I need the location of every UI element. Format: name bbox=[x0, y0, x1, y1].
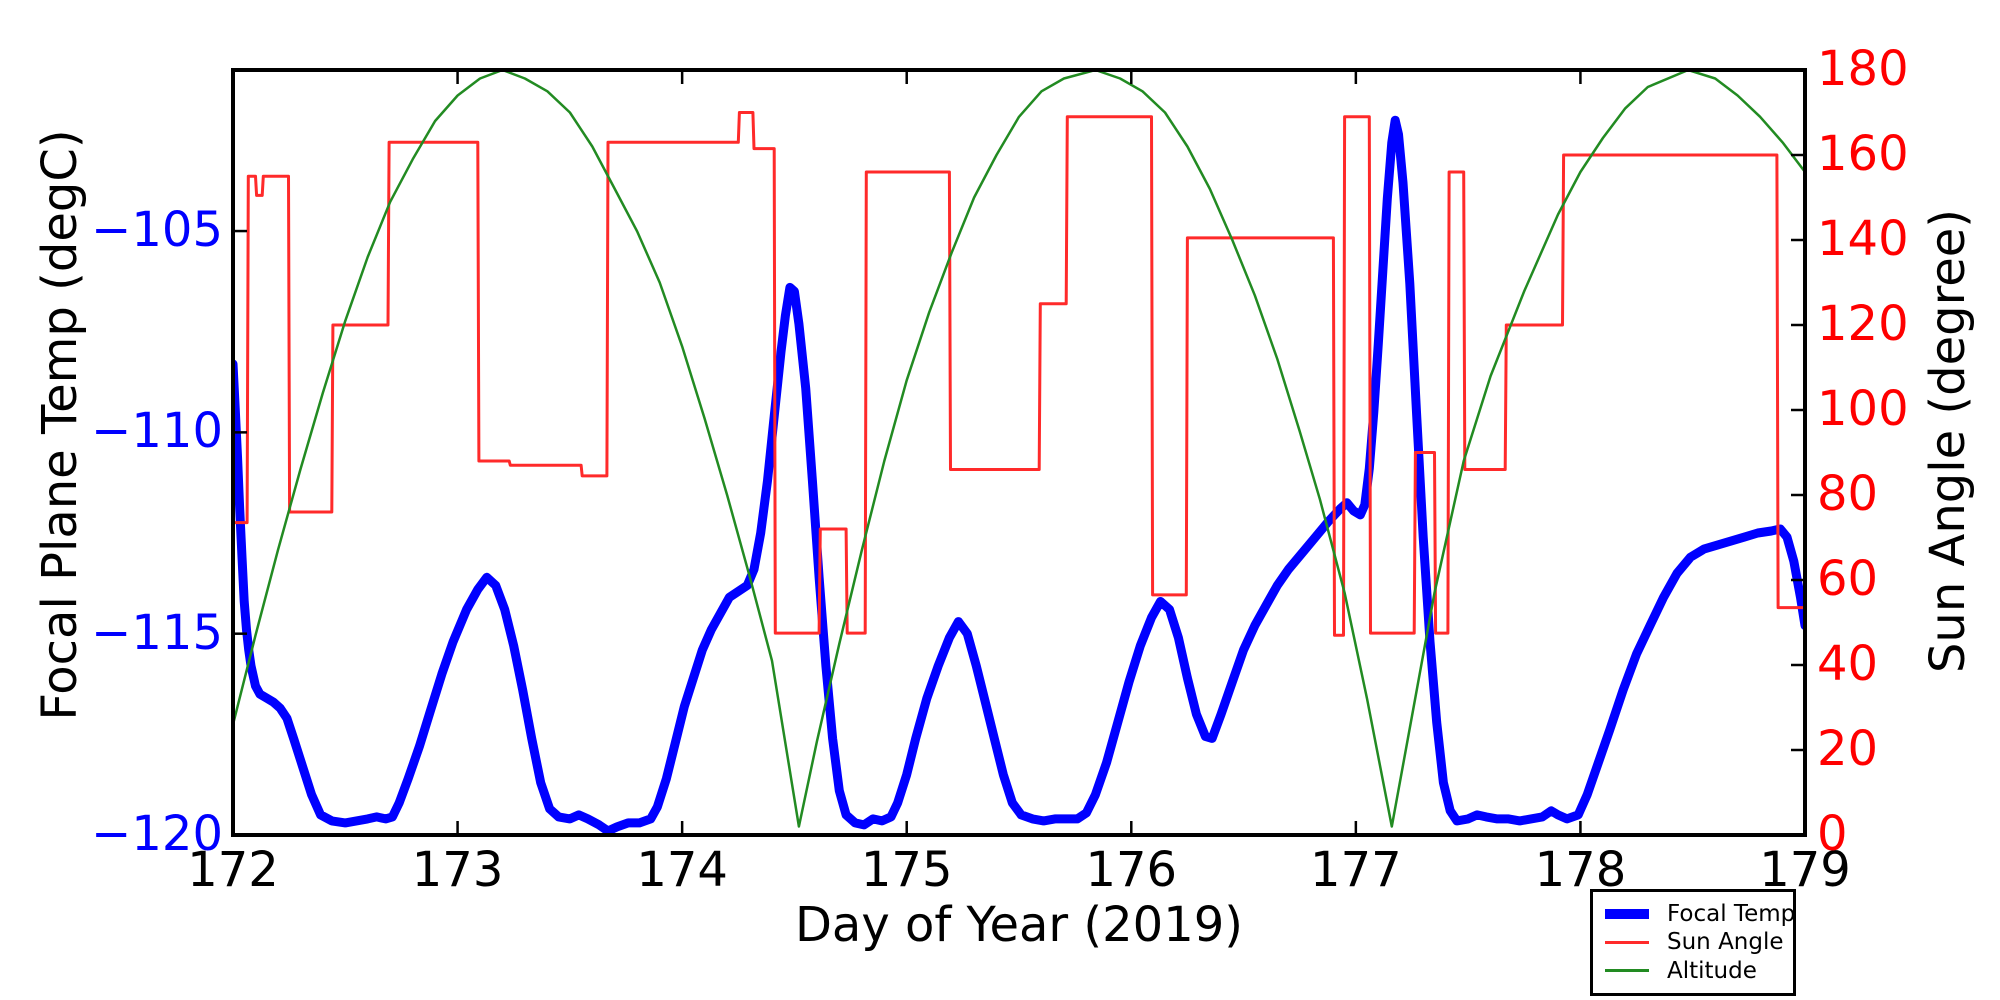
sun-angle-line-sample bbox=[1605, 940, 1649, 944]
legend-label: Altitude bbox=[1667, 957, 1757, 984]
y-right-tick-label: 140 bbox=[1817, 211, 1909, 267]
y-right-tick-label: 60 bbox=[1817, 551, 1879, 607]
y-right-tick-label: 80 bbox=[1817, 466, 1879, 522]
y-left-tick-label: −115 bbox=[91, 604, 223, 661]
altitude-line-sample bbox=[1605, 969, 1649, 973]
x-tick-label: 177 bbox=[1310, 842, 1402, 898]
y-right-tick-label: 20 bbox=[1817, 721, 1879, 777]
x-tick-label: 176 bbox=[1085, 842, 1178, 898]
plot-frame bbox=[231, 68, 1807, 837]
sun-angle-line bbox=[233, 111, 1805, 637]
x-tick-label: 179 bbox=[1759, 842, 1851, 898]
x-tick-label: 178 bbox=[1534, 842, 1627, 898]
x-tick-label: 175 bbox=[860, 842, 953, 898]
y-right-tick-label: 160 bbox=[1817, 126, 1909, 182]
focal-temp-line bbox=[233, 115, 1805, 835]
y-right-tick-label: 100 bbox=[1817, 381, 1909, 437]
legend-label: Focal Temp bbox=[1667, 901, 1796, 928]
y-left-tick-label: −120 bbox=[91, 806, 223, 862]
x-tick-label: 173 bbox=[411, 842, 504, 898]
legend-label: Sun Angle bbox=[1667, 929, 1784, 956]
x-tick-label: 174 bbox=[636, 842, 728, 898]
y-right-tick-label: 120 bbox=[1817, 296, 1909, 352]
y-right-axis-title: Sun Angle (degree) bbox=[1920, 208, 1976, 673]
legend-box: Focal Temp Sun Angle Altitude bbox=[1590, 889, 1796, 996]
y-left-tick-label: −105 bbox=[91, 202, 223, 259]
legend-item-sun-angle: Sun Angle bbox=[1605, 928, 1784, 956]
y-left-tick-label: −110 bbox=[91, 403, 223, 460]
legend-item-focal-temp: Focal Temp bbox=[1605, 900, 1795, 928]
altitude-line bbox=[233, 70, 1805, 828]
y-left-axis-title: Focal Plane Temp (degC) bbox=[32, 128, 88, 721]
y-right-tick-label: 0 bbox=[1817, 806, 1848, 862]
y-right-tick-label: 40 bbox=[1817, 636, 1879, 692]
x-axis-title: Day of Year (2019) bbox=[794, 897, 1244, 953]
legend-item-altitude: Altitude bbox=[1605, 957, 1777, 985]
y-right-tick-label: 180 bbox=[1817, 41, 1909, 97]
x-tick-label: 172 bbox=[187, 842, 279, 898]
focal-temp-line-sample bbox=[1605, 909, 1649, 920]
